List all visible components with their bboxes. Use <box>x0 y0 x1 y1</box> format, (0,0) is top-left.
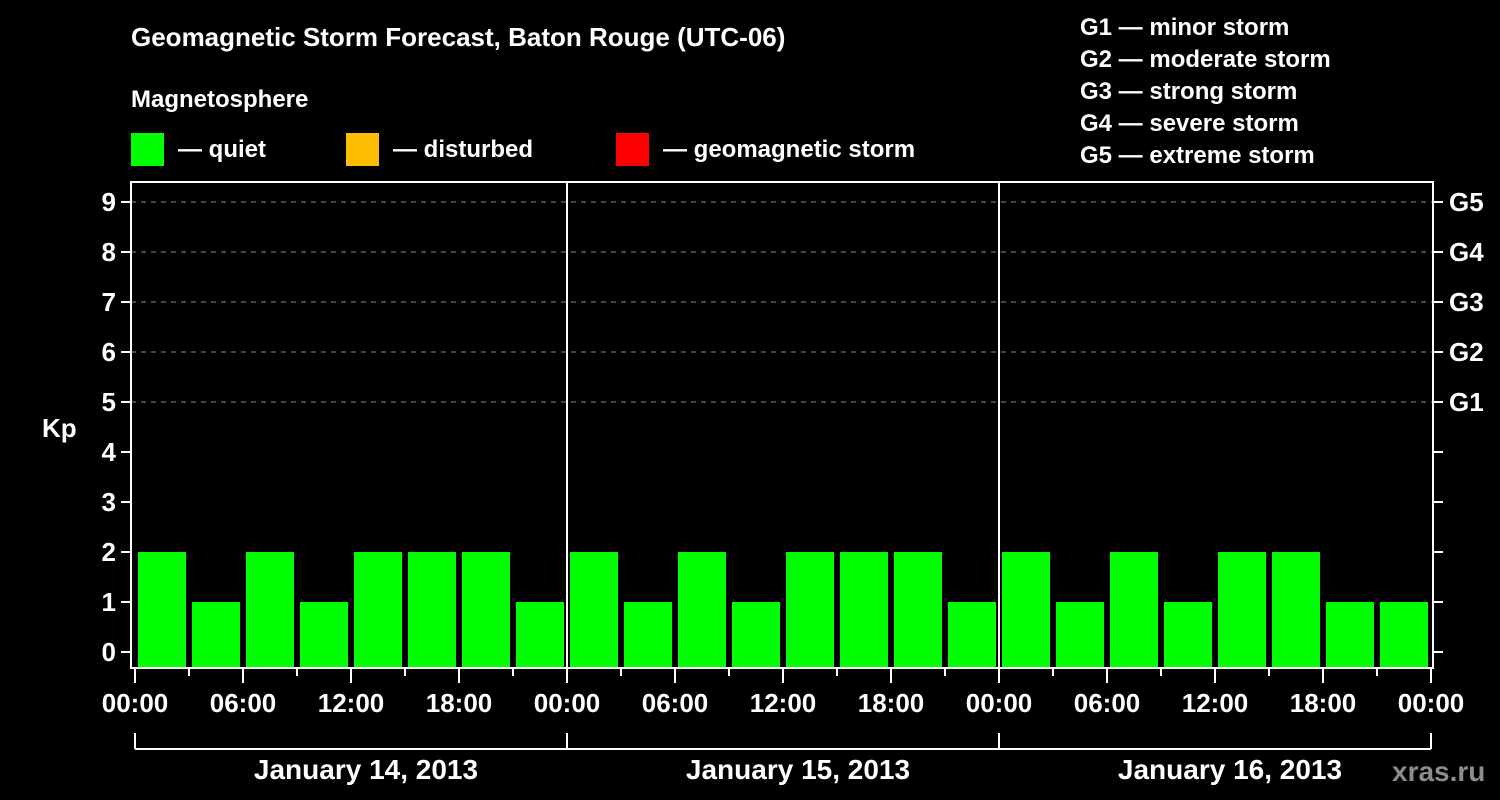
kp-bar <box>1218 552 1266 667</box>
kp-bar <box>1380 602 1428 667</box>
chart-title: Geomagnetic Storm Forecast, Baton Rouge … <box>131 22 786 52</box>
x-tick-label: 18:00 <box>857 688 925 718</box>
kp-bar <box>732 602 780 667</box>
kp-bar <box>1272 552 1320 667</box>
kp-bar <box>570 552 618 667</box>
x-tick-label: 00:00 <box>1397 688 1465 718</box>
y-tick-label: 5 <box>101 387 116 417</box>
legend-disturbed: — disturbed <box>346 133 533 166</box>
x-tick-label: 06:00 <box>641 688 709 718</box>
day-label: January 16, 2013 <box>1117 754 1343 785</box>
g-scale-tick-label: G3 <box>1449 287 1484 317</box>
g-scale-tick-label: G5 <box>1449 187 1484 217</box>
day-label: January 15, 2013 <box>685 754 911 785</box>
kp-bar <box>192 602 240 667</box>
y-tick-label: 8 <box>101 237 116 267</box>
x-tick-label: 00:00 <box>533 688 601 718</box>
kp-bar <box>354 552 402 667</box>
kp-bar <box>840 552 888 667</box>
legend-swatch-storm <box>616 133 649 166</box>
watermark: xras.ru <box>1392 756 1486 787</box>
y-tick-label: 7 <box>101 287 116 317</box>
legend-swatch-quiet <box>131 133 164 166</box>
g-scale-tick-label: G4 <box>1449 237 1484 267</box>
kp-bar <box>948 602 996 667</box>
y-tick-label: 3 <box>101 487 116 517</box>
chart-subtitle: Magnetosphere <box>131 86 309 113</box>
kp-bar <box>1326 602 1374 667</box>
legend-label-quiet: — quiet <box>178 135 266 163</box>
y-tick-label: 6 <box>101 337 116 367</box>
x-tick-label: 00:00 <box>101 688 169 718</box>
y-tick-label: 2 <box>101 537 116 567</box>
storm-scale-g5: G5 — extreme storm <box>1080 142 1315 169</box>
kp-bar <box>624 602 672 667</box>
y-tick-label: 9 <box>101 187 116 217</box>
kp-bar <box>678 552 726 667</box>
legend-swatch-disturbed <box>346 133 379 166</box>
y-tick-label: 1 <box>101 587 116 617</box>
x-tick-label: 06:00 <box>209 688 277 718</box>
storm-scale-g1: G1 — minor storm <box>1080 14 1290 41</box>
x-tick-label: 18:00 <box>425 688 493 718</box>
kp-bar <box>300 602 348 667</box>
y-tick-label: 4 <box>101 437 116 467</box>
x-tick-label: 12:00 <box>1181 688 1249 718</box>
storm-scale-g2: G2 — moderate storm <box>1080 46 1331 73</box>
y-tick-label: 0 <box>101 637 116 667</box>
y-axis-label: Kp <box>42 413 77 443</box>
storm-scale-g3: G3 — strong storm <box>1080 78 1298 105</box>
kp-bar <box>1110 552 1158 667</box>
legend-label-disturbed: — disturbed <box>393 135 534 163</box>
kp-bar <box>786 552 834 667</box>
kp-bar <box>1164 602 1212 667</box>
g-scale-tick-label: G2 <box>1449 337 1484 367</box>
x-tick-label: 12:00 <box>317 688 385 718</box>
kp-bar <box>408 552 456 667</box>
x-tick-label: 12:00 <box>749 688 817 718</box>
kp-bar <box>516 602 564 667</box>
legend-quiet: — quiet <box>131 133 266 166</box>
legend-storm: — geomagnetic storm <box>616 133 915 166</box>
kp-bar <box>894 552 942 667</box>
storm-scale-g4: G4 — severe storm <box>1080 110 1299 137</box>
kp-bar <box>1002 552 1050 667</box>
x-tick-label: 06:00 <box>1073 688 1141 718</box>
day-label: January 14, 2013 <box>253 754 479 785</box>
kp-bar <box>1056 602 1104 667</box>
x-tick-label: 00:00 <box>965 688 1033 718</box>
kp-bar <box>462 552 510 667</box>
x-tick-label: 18:00 <box>1289 688 1357 718</box>
kp-bar <box>246 552 294 667</box>
kp-bar <box>138 552 186 667</box>
legend-label-storm: — geomagnetic storm <box>663 135 916 163</box>
g-scale-tick-label: G1 <box>1449 387 1484 417</box>
